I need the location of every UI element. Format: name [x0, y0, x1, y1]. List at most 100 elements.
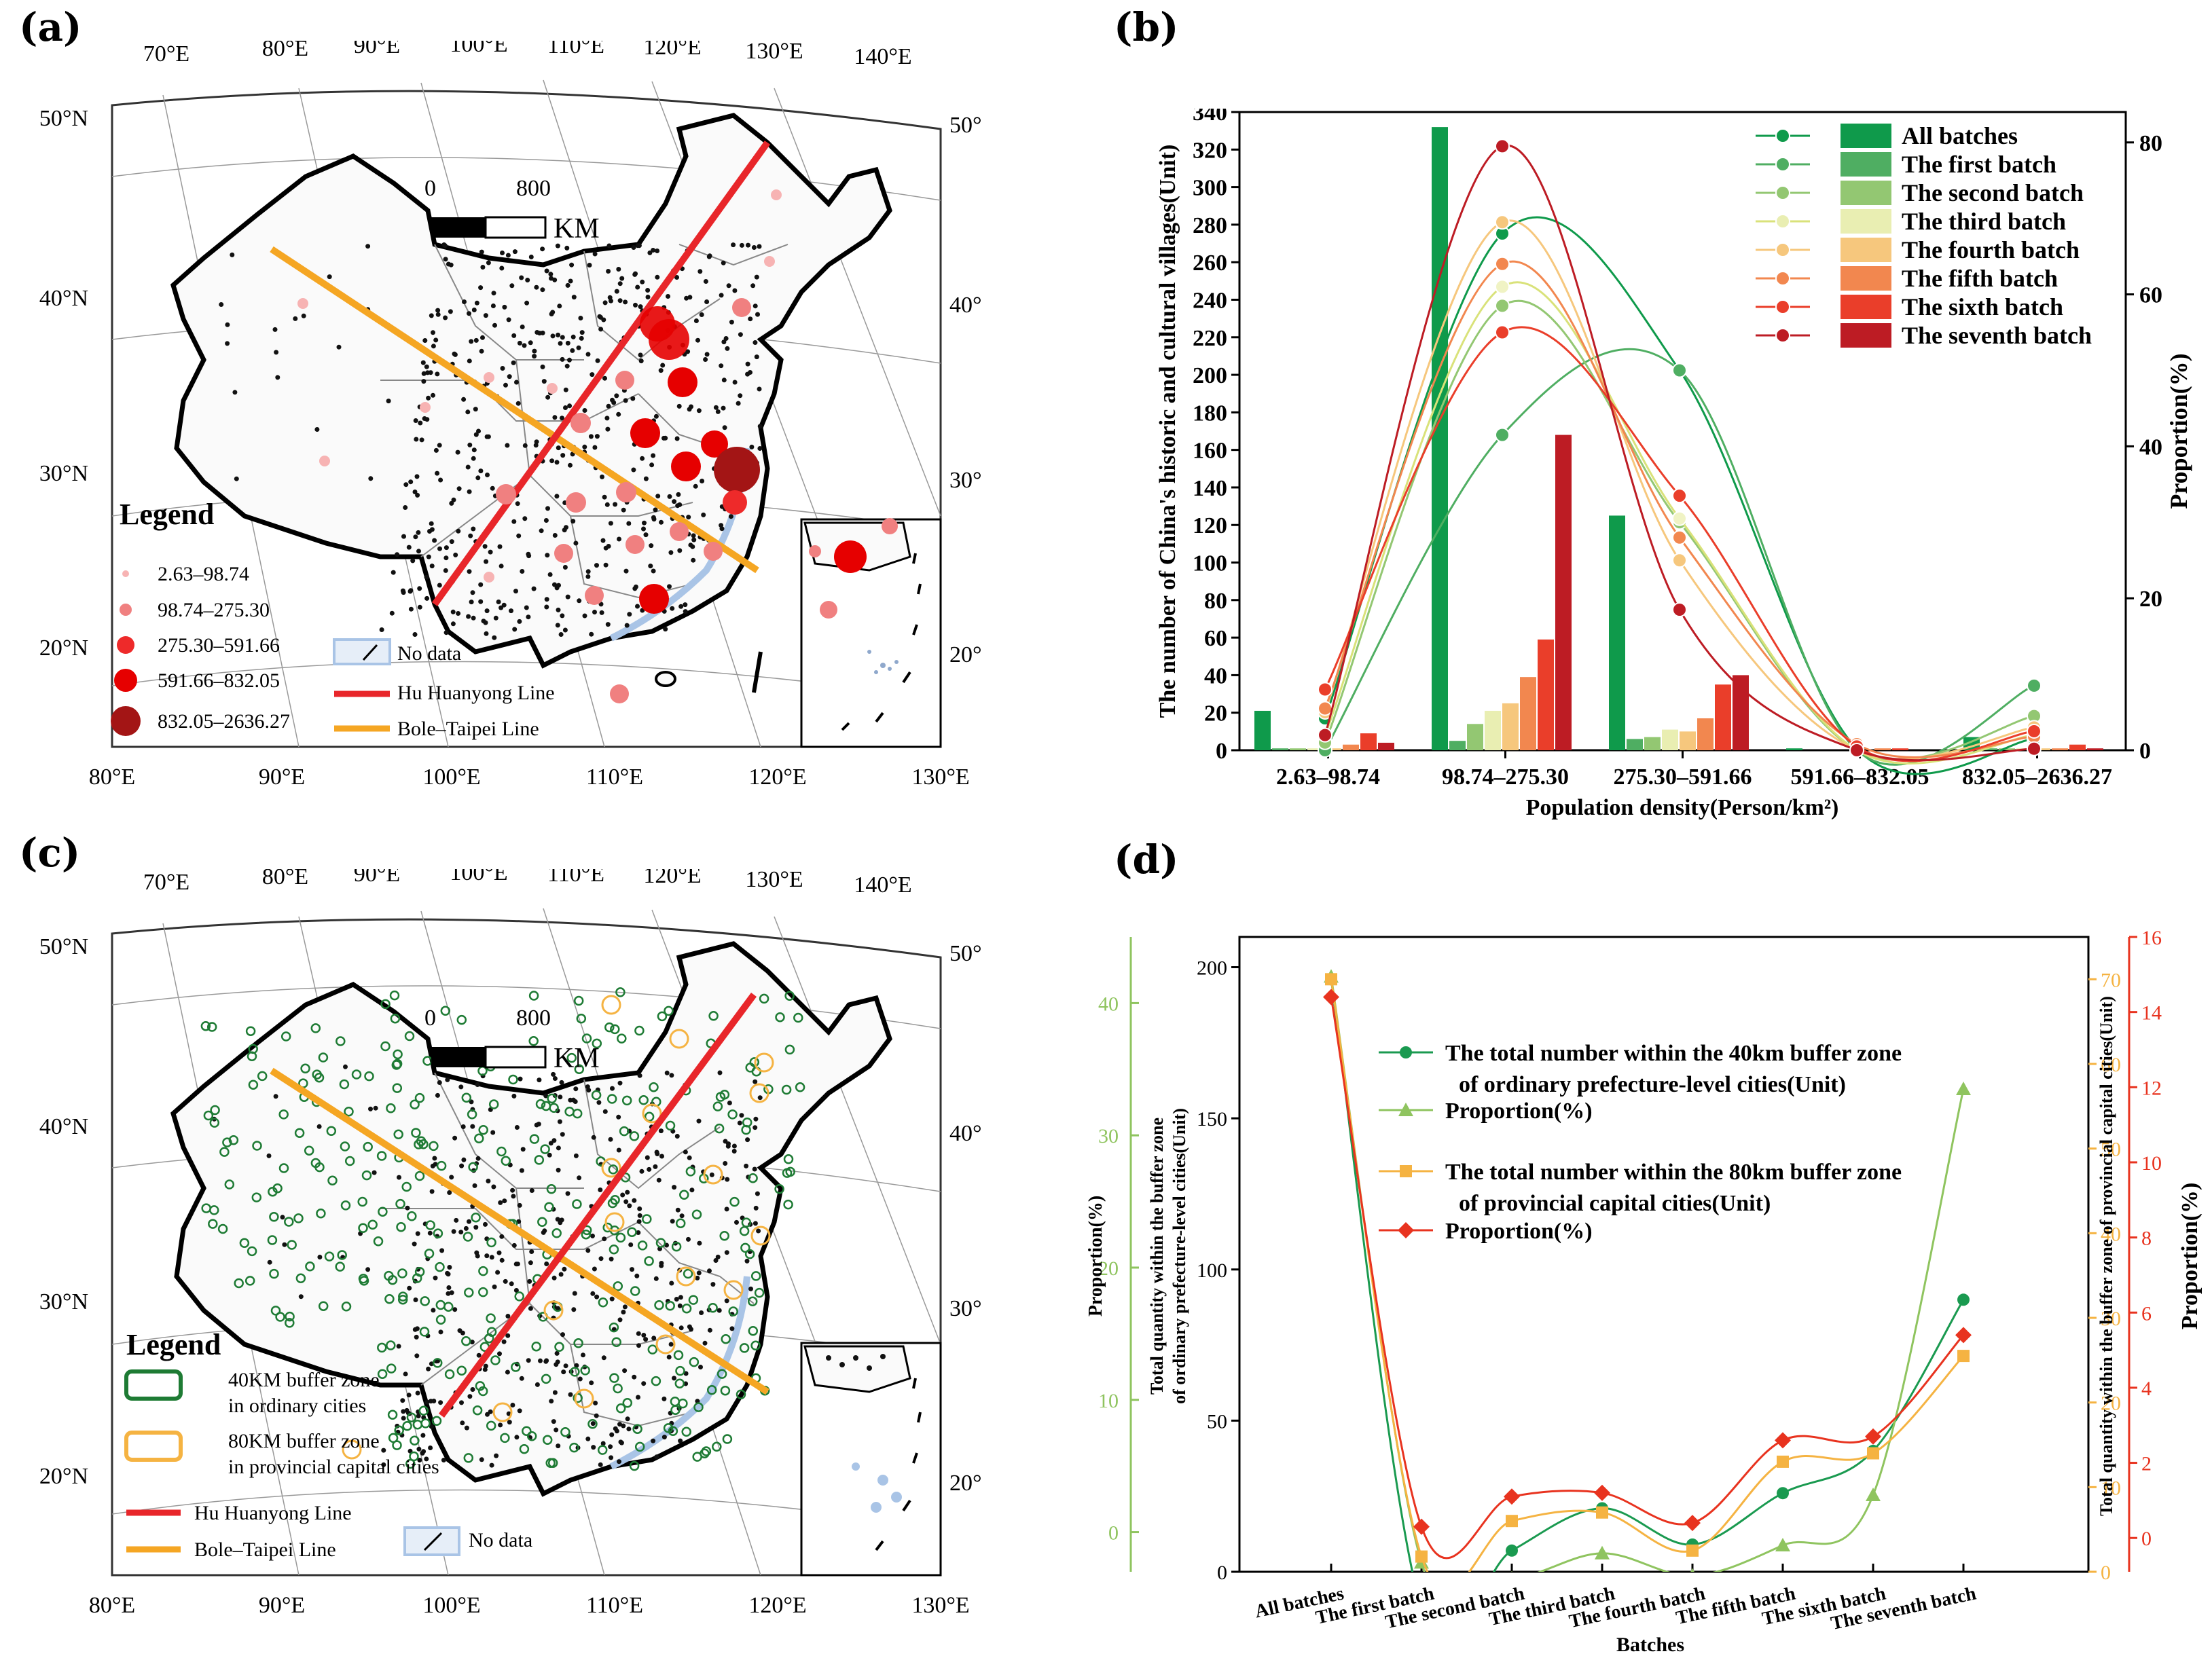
village-dot — [539, 528, 544, 534]
village-dot — [483, 1363, 488, 1369]
buffer40-ring — [591, 1090, 602, 1101]
buffer40-ring — [335, 1261, 345, 1272]
village-dot — [451, 497, 456, 502]
village-dot — [748, 1286, 753, 1291]
top-lon-label: 110°E — [547, 869, 604, 887]
buffer40-ring — [522, 1426, 532, 1436]
buffer40-ring — [477, 1386, 488, 1397]
village-dot — [585, 1248, 591, 1253]
village-dot — [407, 589, 413, 594]
legend-label: 98.74–275.30 — [158, 599, 270, 621]
village-dot — [703, 279, 708, 284]
buffer40-ring — [414, 1171, 425, 1181]
buffer40-ring — [435, 1314, 446, 1325]
village-dot — [495, 1270, 501, 1275]
buffer40-ring — [783, 1199, 793, 1210]
village-dot — [389, 610, 395, 616]
village-dot — [616, 1114, 621, 1120]
hu-huanyong-line — [438, 993, 757, 1418]
village-dot — [445, 1077, 450, 1082]
buffer40-ring — [712, 1441, 722, 1452]
buffer40-ring — [681, 1304, 692, 1314]
buffer40-ring — [490, 1355, 501, 1365]
bar — [1609, 515, 1625, 750]
village-dot — [429, 313, 434, 318]
village-dot — [556, 1145, 561, 1151]
village-dot — [543, 1359, 549, 1364]
panel-a-letter: (a) — [19, 4, 82, 50]
village-dot — [467, 1394, 473, 1399]
axis-tick-label: 8 — [2141, 1228, 2152, 1250]
village-dot — [474, 1250, 479, 1255]
village-dot — [649, 543, 654, 549]
village-dot — [757, 424, 763, 429]
chart-legend: The total number within the 40km buffer … — [1379, 1041, 1902, 1244]
buffer40-ring — [606, 1094, 617, 1104]
village-dot — [545, 506, 550, 511]
green-axis-label: Proportion(%) — [1085, 1196, 1106, 1316]
buffer40-ring — [475, 1381, 486, 1391]
village-dot — [485, 473, 490, 477]
buffer40-ring — [581, 1033, 592, 1044]
village-dot — [562, 565, 568, 570]
buffer40-ring — [610, 1195, 620, 1205]
buffer40-ring — [275, 1312, 285, 1322]
buffer40-ring — [664, 1006, 674, 1016]
bar — [1892, 748, 1908, 750]
village-dot — [505, 1333, 511, 1338]
village-dot — [578, 316, 583, 320]
no-data-label: No data — [469, 1529, 532, 1551]
village-dot — [551, 1071, 556, 1077]
buffer40-ring — [617, 1033, 627, 1044]
village-dot — [429, 527, 435, 532]
village-dot — [471, 526, 476, 532]
village-dot — [501, 602, 507, 608]
village-dot — [697, 269, 703, 274]
village-dot — [630, 396, 636, 401]
village-dot — [492, 1284, 497, 1289]
buffer40-ring — [608, 1164, 619, 1175]
village-dot — [729, 319, 734, 325]
village-dot — [301, 313, 306, 318]
village-dot — [471, 308, 477, 312]
buffer40-ring — [295, 1273, 306, 1284]
village-dot — [591, 1135, 596, 1140]
scale-unit: KM — [554, 1043, 600, 1074]
village-dot — [541, 379, 547, 384]
village-dot — [500, 366, 505, 371]
village-dot — [604, 416, 610, 421]
legend-label: The second batch — [1902, 179, 2084, 206]
village-dot — [491, 1184, 496, 1190]
buffer40-ring — [508, 1074, 518, 1085]
chart-panel-b: 0204060801001201401601802002202402602803… — [1155, 109, 2192, 820]
village-dot — [745, 361, 750, 367]
lat-label-left: 50°N — [39, 934, 88, 959]
village-dot — [446, 1285, 452, 1290]
village-dot — [547, 572, 553, 577]
village-dot — [666, 294, 670, 299]
village-dot — [725, 1177, 730, 1182]
proportion-point — [1495, 279, 1510, 295]
village-dot — [433, 1162, 438, 1167]
village-dot — [745, 371, 750, 377]
bole-line-label: Bole–Taipei Line — [194, 1539, 336, 1561]
buffer40-ring — [675, 1218, 686, 1229]
buffer40-ring — [310, 1023, 321, 1033]
buffer40-ring — [424, 1249, 435, 1259]
village-dot — [412, 1327, 418, 1332]
buffer40-ring — [429, 1141, 439, 1152]
lat-label-left: 30°N — [39, 461, 88, 486]
village-dot — [651, 453, 656, 458]
buffer40-ring — [293, 1213, 304, 1223]
no-data-label: No data — [397, 642, 461, 665]
buffer40-ring — [285, 1318, 295, 1328]
village-dot — [452, 351, 457, 356]
village-dot — [653, 413, 659, 419]
buffer40-ring — [531, 1341, 541, 1352]
village-dot — [745, 1137, 750, 1143]
village-dot — [467, 1219, 471, 1224]
village-dot — [505, 1314, 511, 1319]
village-dot — [534, 284, 539, 290]
village-dot — [704, 299, 710, 304]
village-dot — [598, 314, 603, 320]
